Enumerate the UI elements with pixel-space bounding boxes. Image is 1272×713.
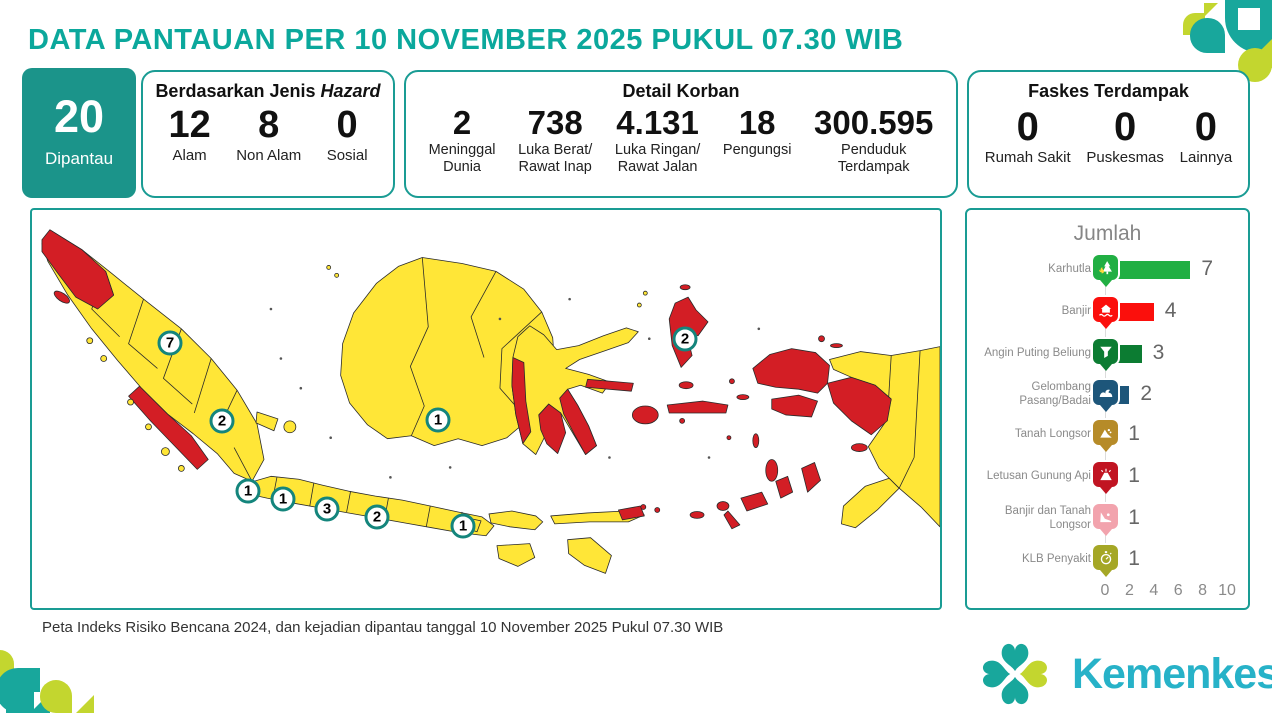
banjir-tanah-longsor-icon — [1093, 504, 1118, 536]
x-tick-label: 0 — [1100, 582, 1110, 599]
gelombang-pasang-icon — [1093, 380, 1118, 412]
chart-category-label: KLB Penyakit — [1021, 553, 1091, 566]
stat-penduduk-terdampak: 300.595 Penduduk Terdampak — [814, 104, 934, 176]
map-incident-badge: 7 — [157, 330, 183, 356]
hazard-card-title: Berdasarkan Jenis Hazard — [155, 81, 381, 101]
map-incident-badge: 1 — [270, 486, 296, 512]
chart-bar — [1105, 261, 1191, 279]
chart-category-label: Karhutla — [1048, 263, 1091, 276]
page-title: DATA PANTAUAN PER 10 NOVEMBER 2025 PUKUL… — [28, 24, 904, 56]
map-region-sumatra — [41, 229, 297, 482]
angin-puting-beliung-icon — [1093, 339, 1118, 371]
stat-rumah-sakit: 0 Rumah Sakit — [984, 105, 1071, 166]
victim-card-title: Detail Korban — [622, 81, 740, 101]
klb-penyakit-icon — [1093, 545, 1118, 577]
map-region-kalimantan — [326, 257, 556, 447]
karhutla-icon — [1093, 255, 1118, 287]
chart-value-label: 1 — [1128, 506, 1140, 529]
x-tick-label: 2 — [1124, 582, 1134, 599]
faskes-card: Faskes Terdampak 0 Rumah Sakit 0 Puskesm… — [967, 70, 1250, 198]
map-caption: Peta Indeks Risiko Bencana 2024, dan kej… — [42, 619, 724, 636]
map-incident-badge: 1 — [450, 513, 476, 539]
chart-category-label: Letusan Gunung Api — [986, 470, 1091, 483]
map-islets — [269, 297, 761, 479]
letusan-gunung-api-icon — [1093, 462, 1118, 494]
banjir-icon — [1093, 297, 1118, 329]
map-incident-badge: 1 — [235, 478, 261, 504]
victim-detail-card: Detail Korban 2 Meninggal Dunia 738 Luka… — [404, 70, 958, 198]
kemenkes-logo: Kemenkes — [972, 634, 1272, 713]
kemenkes-logo-text: Kemenkes — [1072, 649, 1272, 698]
kemenkes-logo-mark — [983, 643, 1047, 705]
monitored-count-card: 20 Dipantau — [22, 68, 136, 198]
chart-value-label: 7 — [1201, 257, 1214, 280]
stat-meninggal: 2 Meninggal Dunia — [428, 104, 496, 176]
map-incident-badge: 2 — [364, 504, 390, 530]
map-region-papua — [729, 335, 940, 528]
stat-luka-berat: 738 Luka Berat/ Rawat Inap — [518, 104, 593, 176]
chart-category-label: Angin Puting Beliung — [984, 347, 1091, 360]
map-incident-badge: 2 — [209, 408, 235, 434]
chart-category-label: Tanah Longsor — [1014, 428, 1091, 441]
chart-x-axis: 0 2 4 6 8 10 — [967, 582, 1248, 606]
map-incident-badge: 2 — [672, 326, 698, 352]
stat-sosial: 0 Sosial — [326, 104, 368, 164]
stat-alam: 12 Alam — [168, 104, 211, 164]
logo-corner-decoration-top-right — [1183, 0, 1272, 68]
map-region-java-nusatenggara — [246, 475, 900, 574]
map-incident-badge: 1 — [425, 407, 451, 433]
x-tick-label: 6 — [1173, 582, 1183, 599]
x-tick-label: 8 — [1198, 582, 1208, 599]
stat-non-alam: 8 Non Alam — [236, 104, 302, 164]
monitored-label: Dipantau — [44, 149, 114, 168]
chart-value-label: 4 — [1164, 299, 1177, 322]
stat-lainnya: 0 Lainnya — [1179, 105, 1233, 166]
chart-value-label: 3 — [1152, 341, 1165, 364]
hazard-type-card: Berdasarkan Jenis Hazard 12 Alam 8 Non A… — [141, 70, 395, 198]
monitored-count: 20 — [53, 91, 105, 142]
chart-category-label: Banjir dan Tanah Longsor — [1004, 505, 1091, 531]
map-region-sulawesi — [511, 290, 648, 455]
stat-pengungsi: 18 Pengungsi — [722, 104, 792, 158]
stat-luka-ringan: 4.131 Luka Ringan/ Rawat Jalan — [614, 104, 701, 176]
chart-value-label: 2 — [1140, 382, 1153, 405]
chart-value-label: 1 — [1128, 547, 1140, 570]
map-incident-badge: 3 — [314, 496, 340, 522]
chart-value-label: 1 — [1128, 422, 1140, 445]
tanah-longsor-icon — [1093, 420, 1118, 452]
x-tick-label: 4 — [1149, 582, 1159, 599]
logo-corner-decoration-bottom-left — [0, 650, 94, 713]
x-tick-label: 10 — [1218, 582, 1236, 599]
chart-value-label: 1 — [1128, 464, 1140, 487]
chart-zero-axis-line — [1105, 254, 1106, 576]
indonesia-map — [41, 229, 940, 574]
faskes-card-title: Faskes Terdampak — [1028, 81, 1189, 101]
chart-category-label: Banjir — [1061, 305, 1091, 318]
stat-puskesmas: 0 Puskesmas — [1086, 105, 1164, 166]
incident-count-chart-panel: Jumlah Karhutla 7 Banjir 4 Angin Puting Beli… — [965, 208, 1250, 610]
chart-title: Jumlah — [1073, 222, 1142, 245]
chart-category-label: Gelombang Pasang/Badai — [1019, 381, 1091, 407]
